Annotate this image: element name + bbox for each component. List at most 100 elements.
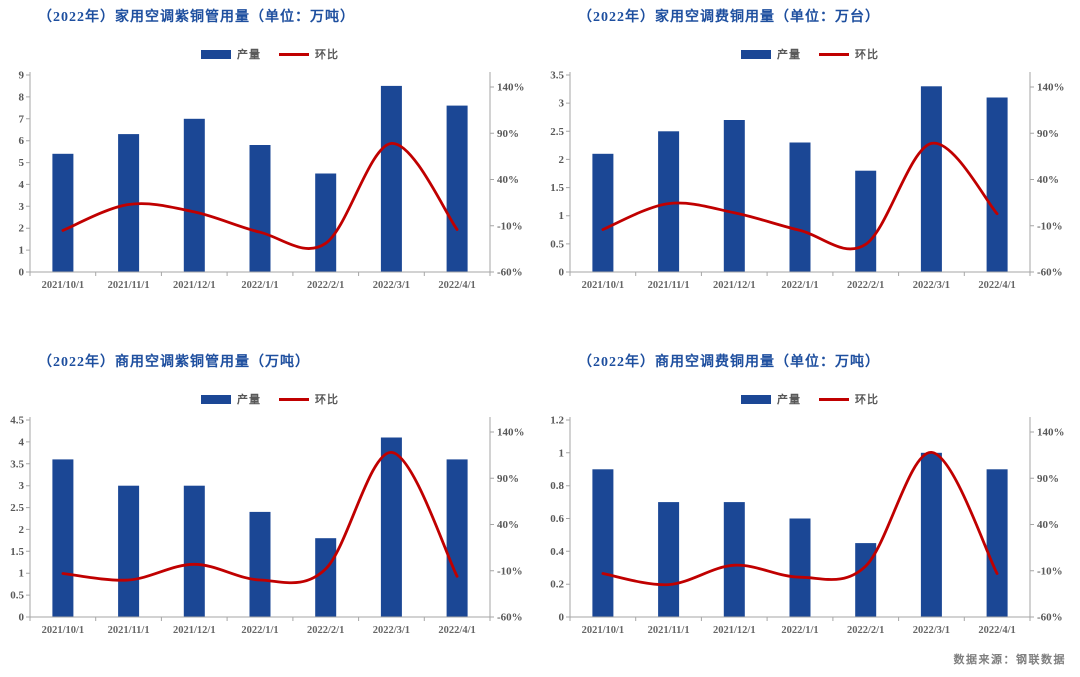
legend-line-swatch — [819, 397, 849, 401]
chart-title: （2022年）商用空调紫铜管用量（万吨） — [38, 355, 310, 370]
right-tick-label: -60% — [497, 612, 523, 624]
left-tick-label: 4.5 — [10, 415, 24, 427]
left-tick-label: 2 — [19, 223, 25, 235]
bar — [249, 145, 271, 272]
legend-mom-label: 环比 — [315, 394, 339, 406]
right-tick-label: 90% — [1037, 128, 1059, 140]
mom-line — [601, 141, 999, 251]
left-tick-label: 1 — [559, 447, 565, 459]
left-tick-label: 0.5 — [10, 590, 24, 602]
x-tick-label: 2022/2/1 — [307, 625, 344, 636]
legend-production-label: 产量 — [777, 394, 801, 406]
axes — [566, 72, 1034, 276]
legend-bar-swatch — [201, 394, 231, 404]
legend-mom-label: 环比 — [315, 49, 339, 61]
bar — [183, 118, 205, 272]
left-axis-labels: 1.2 1 0.8 0.6 0.4 0.2 0 — [550, 415, 564, 624]
left-axis-labels: 3.5 3 2.5 2 1.5 1 0.5 0 — [550, 70, 564, 279]
x-tick-label: 2022/4/1 — [438, 625, 475, 636]
right-axis-labels: 140% 90% 40% -10% -60% — [497, 427, 525, 624]
x-tick-label: 2021/10/1 — [42, 280, 85, 291]
left-tick-label: 4 — [19, 436, 25, 448]
right-tick-label: 140% — [1037, 427, 1065, 439]
left-tick-label: 1 — [19, 568, 25, 580]
bar — [658, 131, 680, 272]
right-tick-label: -60% — [1037, 267, 1063, 279]
left-tick-label: 2.5 — [10, 502, 24, 514]
production-bars — [52, 437, 468, 617]
x-axis-labels: 2021/10/1 2021/11/1 2021/12/1 2022/1/1 2022/… — [582, 280, 1016, 291]
right-tick-label: 90% — [497, 473, 519, 485]
chart-title: （2022年）家用空调费铜用量（单位：万台） — [578, 10, 880, 25]
bar — [118, 485, 140, 617]
left-tick-label: 3 — [559, 98, 565, 110]
x-tick-label: 2022/1/1 — [781, 280, 818, 291]
left-tick-label: 0.2 — [550, 579, 564, 591]
right-tick-label: -60% — [497, 267, 523, 279]
right-tick-label: -10% — [1037, 565, 1063, 577]
x-tick-label: 2021/11/1 — [648, 625, 690, 636]
bar — [446, 105, 468, 272]
left-tick-label: 0.8 — [550, 480, 564, 492]
right-tick-label: -60% — [1037, 612, 1063, 624]
legend-production-label: 产量 — [777, 49, 801, 61]
x-axis-labels: 2021/10/1 2021/11/1 2021/12/1 2022/1/1 2022/… — [42, 280, 476, 291]
bar — [920, 86, 942, 272]
bar — [986, 97, 1008, 272]
x-tick-label: 2022/1/1 — [781, 625, 818, 636]
right-tick-label: 90% — [497, 128, 519, 140]
production-bars — [52, 85, 468, 273]
bar — [380, 437, 402, 617]
x-tick-label: 2022/1/1 — [241, 280, 278, 291]
chart-legend: 产量 环比 — [540, 391, 1080, 407]
bar — [789, 518, 811, 617]
combo-chart: 1.2 1 0.8 0.6 0.4 0.2 0 140% 90% 40% -10% -60% 2021/… — [550, 415, 1065, 637]
bar — [855, 170, 877, 272]
x-tick-label: 2022/2/1 — [307, 280, 344, 291]
right-tick-label: 40% — [1037, 174, 1059, 186]
legend-mom-label: 环比 — [855, 49, 879, 61]
legend-line-swatch — [279, 52, 309, 56]
left-tick-label: 4 — [19, 179, 25, 191]
left-tick-label: 0 — [19, 267, 25, 279]
x-tick-label: 2021/12/1 — [173, 625, 216, 636]
chart-panel-home-ac-copper-consumption: （2022年）家用空调费铜用量（单位：万台） 产量 环比 3.5 3 2.5 2 1.5… — [540, 0, 1080, 310]
legend-bar-swatch — [741, 394, 771, 404]
right-tick-label: -10% — [1037, 220, 1063, 232]
left-tick-label: 1.2 — [550, 415, 564, 427]
bar — [920, 452, 942, 617]
x-axis-labels: 2021/10/1 2021/11/1 2021/12/1 2022/1/1 2022/… — [582, 625, 1016, 636]
chart-title: （2022年）家用空调紫铜管用量（单位：万吨） — [38, 10, 355, 25]
right-tick-label: 140% — [497, 427, 525, 439]
left-tick-label: 3 — [19, 480, 25, 492]
left-tick-label: 3 — [19, 201, 25, 213]
x-tick-label: 2022/1/1 — [241, 625, 278, 636]
bar — [592, 469, 614, 618]
x-tick-label: 2022/2/1 — [847, 280, 884, 291]
legend-bar-swatch — [201, 49, 231, 59]
left-tick-label: 0.6 — [550, 513, 564, 525]
mom-line — [61, 142, 459, 250]
left-tick-label: 0.4 — [550, 546, 564, 558]
left-tick-label: 2 — [19, 524, 25, 536]
right-tick-label: -10% — [497, 220, 523, 232]
bar — [986, 469, 1008, 618]
left-tick-label: 0.5 — [550, 238, 564, 250]
x-tick-label: 2021/10/1 — [582, 625, 625, 636]
bar — [52, 459, 74, 617]
right-axis-labels: 140% 90% 40% -10% -60% — [1037, 82, 1065, 279]
left-tick-label: 1 — [559, 210, 565, 222]
x-tick-label: 2021/10/1 — [582, 280, 625, 291]
x-tick-label: 2022/3/1 — [913, 625, 950, 636]
left-tick-label: 0 — [559, 612, 565, 624]
x-tick-label: 2022/3/1 — [373, 280, 410, 291]
right-tick-label: 90% — [1037, 473, 1059, 485]
bar — [723, 502, 745, 617]
left-axis-labels: 4.5 4 3.5 3 2.5 2 1.5 1 0.5 0 — [10, 415, 24, 624]
bar — [789, 142, 811, 272]
right-tick-label: 140% — [1037, 82, 1065, 94]
left-tick-label: 9 — [19, 70, 25, 82]
bar — [118, 134, 140, 272]
